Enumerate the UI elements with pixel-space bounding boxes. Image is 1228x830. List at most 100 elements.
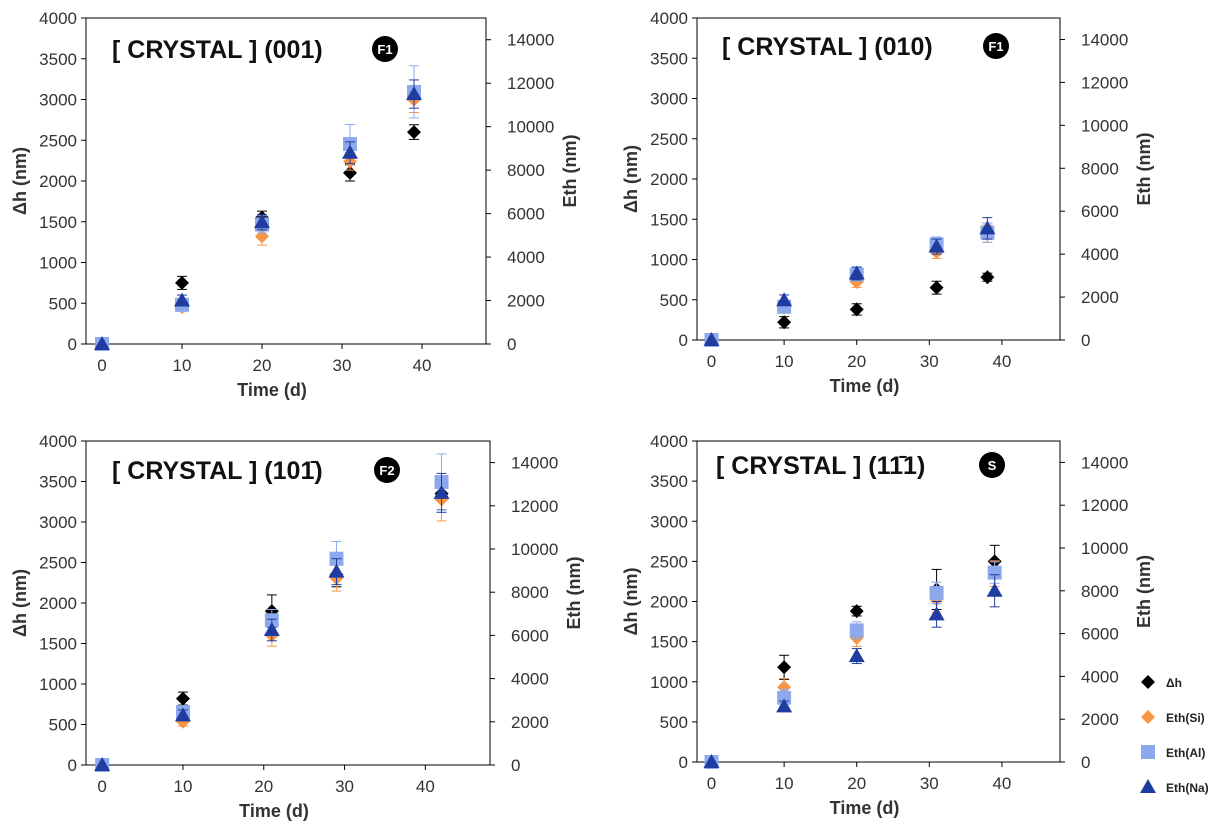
y2-tick-label: 14000: [511, 454, 558, 473]
y-tick-label: 4000: [39, 9, 77, 28]
y-tick-label: 0: [68, 335, 77, 354]
x-tick-label: 0: [97, 777, 106, 796]
y2-tick-label: 4000: [1081, 667, 1119, 686]
y-tick-label: 3500: [39, 50, 77, 69]
x-tick-label: 30: [920, 352, 939, 371]
x-tick-label: 20: [254, 777, 273, 796]
y-tick-label: 500: [660, 713, 688, 732]
y-tick-label: 2000: [39, 172, 77, 191]
y-axis-label: Δh (nm): [621, 145, 641, 213]
y-tick-label: 3500: [650, 472, 688, 491]
y2-tick-label: 10000: [1081, 116, 1128, 135]
x-tick-label: 10: [775, 774, 794, 793]
data-point: [848, 648, 865, 663]
x-tick-label: 30: [335, 777, 354, 796]
y2-axis-label: Eth (nm): [1134, 133, 1154, 206]
badge-label: F1: [988, 39, 1003, 54]
data-point: [849, 604, 864, 619]
x-tick-label: 0: [97, 356, 106, 375]
y2-tick-label: 8000: [1081, 159, 1119, 178]
y2-tick-label: 4000: [511, 670, 549, 689]
y-tick-label: 500: [49, 294, 77, 313]
y-tick-label: 2500: [39, 131, 77, 150]
x-tick-label: 0: [707, 774, 716, 793]
y2-tick-label: 6000: [511, 626, 549, 645]
y2-tick-label: 10000: [511, 540, 558, 559]
data-point: [433, 484, 450, 499]
plot-frame: [696, 17, 1061, 341]
legend-marker: [1140, 779, 1156, 793]
x-axis-label: Time (d): [237, 380, 307, 400]
y-tick-label: 1000: [650, 673, 688, 692]
legend: Δh Eth(Si) Eth(Al) Eth(Na): [1140, 675, 1209, 795]
chart-title: [ CRYSTAL ] (101̄): [112, 457, 323, 485]
y-tick-label: 3000: [650, 512, 688, 531]
y2-tick-label: 12000: [507, 74, 554, 93]
y-tick-label: 500: [49, 716, 77, 735]
y2-tick-label: 8000: [511, 583, 549, 602]
data-point: [928, 238, 945, 253]
legend-label: Eth(Si): [1166, 711, 1205, 725]
legend-marker: [1141, 745, 1155, 759]
x-tick-label: 20: [847, 774, 866, 793]
y2-tick-label: 12000: [1081, 73, 1128, 92]
series-Eth(Na): [703, 574, 1003, 768]
x-tick-label: 10: [173, 356, 192, 375]
x-axis-label: Time (d): [830, 376, 900, 396]
series-Eth(Na): [94, 79, 422, 350]
y2-tick-label: 8000: [1081, 582, 1119, 601]
y-tick-label: 2000: [39, 594, 77, 613]
data-point: [263, 622, 280, 636]
y-tick-label: 3000: [39, 91, 77, 110]
data-point: [848, 265, 865, 280]
badge-label: F2: [379, 463, 394, 478]
badge-circle: [372, 36, 398, 62]
data-point: [979, 220, 996, 235]
y-axis-label: Δh (nm): [10, 569, 30, 637]
y-axis-label: Δh (nm): [10, 147, 30, 215]
badge-circle: [979, 452, 1005, 478]
badge-circle: [983, 33, 1009, 59]
x-tick-label: 10: [775, 352, 794, 371]
y-tick-label: 3500: [650, 49, 688, 68]
y2-tick-label: 0: [507, 335, 516, 354]
data-point: [776, 292, 793, 307]
data-point: [94, 757, 111, 771]
y2-tick-label: 2000: [511, 713, 549, 732]
x-tick-label: 30: [920, 774, 939, 793]
x-tick-label: 20: [847, 352, 866, 371]
series-Δh: [704, 270, 995, 347]
data-point: [703, 332, 720, 346]
y-tick-label: 2500: [650, 552, 688, 571]
data-point: [776, 698, 793, 713]
y-tick-label: 2000: [650, 593, 688, 612]
series-Eth(Na): [703, 217, 996, 346]
series-Eth(Al): [95, 453, 449, 772]
chart-title: [ CRYSTAL ] (010): [722, 33, 933, 61]
y2-tick-label: 4000: [1081, 245, 1119, 264]
y-tick-label: 1500: [650, 633, 688, 652]
y-tick-label: 3500: [39, 473, 77, 492]
x-tick-label: 10: [173, 777, 192, 796]
data-point: [849, 623, 864, 638]
y-tick-label: 0: [679, 753, 688, 772]
data-point: [174, 292, 190, 307]
y-tick-label: 0: [679, 331, 688, 350]
data-point: [174, 707, 191, 722]
data-point: [777, 660, 792, 675]
y-tick-label: 500: [660, 291, 688, 310]
y-tick-label: 4000: [650, 9, 688, 28]
x-tick-label: 0: [707, 352, 716, 371]
data-point: [175, 691, 190, 706]
series-Eth(Na): [94, 472, 450, 771]
y2-tick-label: 0: [1081, 753, 1090, 772]
badge-circle: [374, 457, 400, 483]
y2-tick-label: 12000: [511, 497, 558, 516]
y2-tick-label: 14000: [1081, 453, 1128, 472]
y2-axis-label: Eth (nm): [560, 135, 580, 208]
x-tick-label: 40: [413, 356, 432, 375]
y2-tick-label: 6000: [1081, 202, 1119, 221]
x-tick-label: 40: [416, 777, 435, 796]
x-axis-label: Time (d): [239, 801, 309, 821]
y-tick-label: 1000: [650, 251, 688, 270]
